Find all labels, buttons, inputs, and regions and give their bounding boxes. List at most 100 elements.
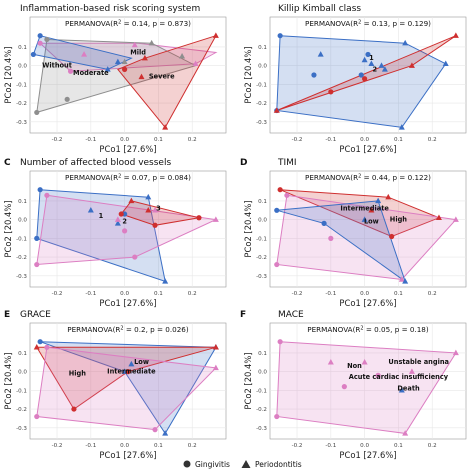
data-point [375,372,381,378]
data-point [122,66,128,72]
y-tick-label: -0.3 [256,274,267,280]
panel-letter: F [240,310,246,320]
data-point [131,41,138,48]
x-tick-label: -0.1 [85,291,96,297]
y-tick-label: -0.3 [16,426,27,432]
permanova-label: PERMANOVA(R2 = 0.07, p = 0.084) [65,173,191,182]
y-tick-label: -0.2 [16,101,27,107]
data-point [365,51,371,58]
y-tick-label: 0.1 [18,351,27,357]
data-point [442,60,449,66]
hull-2 [276,35,457,111]
permanova-label: PERMANOVA(R2 = 0.14, p = 0.873) [65,19,191,28]
y-axis-label: PCo2 [20.4%] [243,352,253,409]
data-point [452,349,459,356]
x-tick-label: -0.2 [292,291,303,297]
data-point [341,384,347,390]
data-point [274,207,280,213]
x-axis-label: PCo1 [27.6%] [339,450,396,460]
data-point [141,54,148,61]
hull-1 [276,35,447,128]
x-tick-label: 0.1 [154,443,163,449]
group-label: Death [397,384,420,392]
data-point [381,66,388,72]
panel-f: F MACE -0.2 -0.1 0.0 0.1 0.20.10.0-0.1-0.2-0… [240,310,467,460]
data-point [152,206,159,213]
group-label: High [390,216,407,224]
plot-area: -0.2 -0.1 0.0 0.1 0.2 0.1 0.0 -0.1 -0.2 -0.3 PCo1 … [243,322,467,460]
panel-title: TIMI [277,158,297,168]
data-point [212,364,219,371]
data-point [362,76,368,82]
y-tick-label: -0.2 [16,407,27,413]
data-point [277,33,283,39]
data-point [145,206,152,213]
data-point [212,216,219,222]
x-tick-label: -0.1 [85,443,96,449]
data-point [328,235,334,241]
panel-letter: E [4,310,10,320]
data-point [368,206,375,213]
y-tick-label: -0.1 [16,82,27,88]
y-tick-label: -0.2 [256,255,267,261]
panel-b: Killip Kimball class -0.2 -0.1 0.0 0.1 0.2 0.… [243,4,467,154]
data-point [121,58,128,65]
x-tick-label: 0.2 [188,443,197,449]
data-point [389,233,395,240]
data-point [34,235,40,241]
panel-e: E GRACE -0.2 -0.1 0.0 0.1 0.20.10.0-0.1-0.2-… [3,310,227,460]
data-point [152,427,158,433]
group-label: 1 [99,212,104,220]
data-point [34,109,40,116]
data-point [361,358,368,365]
data-point [114,216,121,222]
x-axis-label: PCo1 [27.6%] [99,144,156,154]
x-tick-label: 0.1 [394,443,403,449]
data-point [398,387,405,393]
data-point [452,32,459,38]
data-point [152,222,158,228]
data-point [435,214,442,220]
data-point [104,66,111,72]
plot-area: -0.2 -0.1 0.0 0.1 0.2 0.1 0.0 -0.1 -0.2 -0.3 PCo1 … [3,170,227,308]
data-point [71,406,77,412]
data-point [317,51,324,57]
data-point [125,369,131,375]
panel-letter: D [240,158,247,168]
legend-label: Periodontitis [255,460,302,469]
x-tick-label: -0.2 [52,137,63,143]
y-axis-label: PCo2 [20.4%] [3,352,13,409]
y-tick-label: -0.1 [16,388,27,394]
y-tick-label: -0.1 [256,236,267,242]
data-point [196,215,202,221]
data-point [122,228,128,234]
data-point [402,278,409,284]
data-point [37,187,43,193]
data-point [179,52,186,59]
panel-frame [29,170,227,288]
data-point [44,344,50,350]
group-label: Severe [149,73,175,81]
data-point [145,193,152,200]
y-axis-label: PCo2 [20.4%] [243,46,253,103]
group-label: Without [42,62,72,70]
data-point [398,124,405,130]
data-point [37,33,43,39]
group-label: Mild [130,48,146,56]
x-tick-label: -0.2 [52,443,63,449]
data-point [162,430,169,436]
plot-area: -0.2 -0.1 0.0 0.1 0.2 0.1 0.0 -0.1 -0.2 -0.3 PCo1 … [243,170,467,308]
y-tick-label: -0.1 [256,388,267,394]
x-tick-label: 0.0 [360,291,369,297]
y-tick-label: -0.2 [16,255,27,261]
data-point [212,32,219,38]
data-point [328,89,334,95]
y-tick-label: 0.0 [258,218,267,224]
data-point [34,413,40,420]
x-tick-label: 0.1 [154,137,163,143]
y-tick-label: 0.1 [18,45,27,51]
data-point [44,36,50,43]
data-point [44,192,50,198]
plot-area: -0.2 -0.1 0.0 0.1 0.2 0.1 0.0 -0.1 -0.2 -0.3 PCo1 … [3,322,227,460]
